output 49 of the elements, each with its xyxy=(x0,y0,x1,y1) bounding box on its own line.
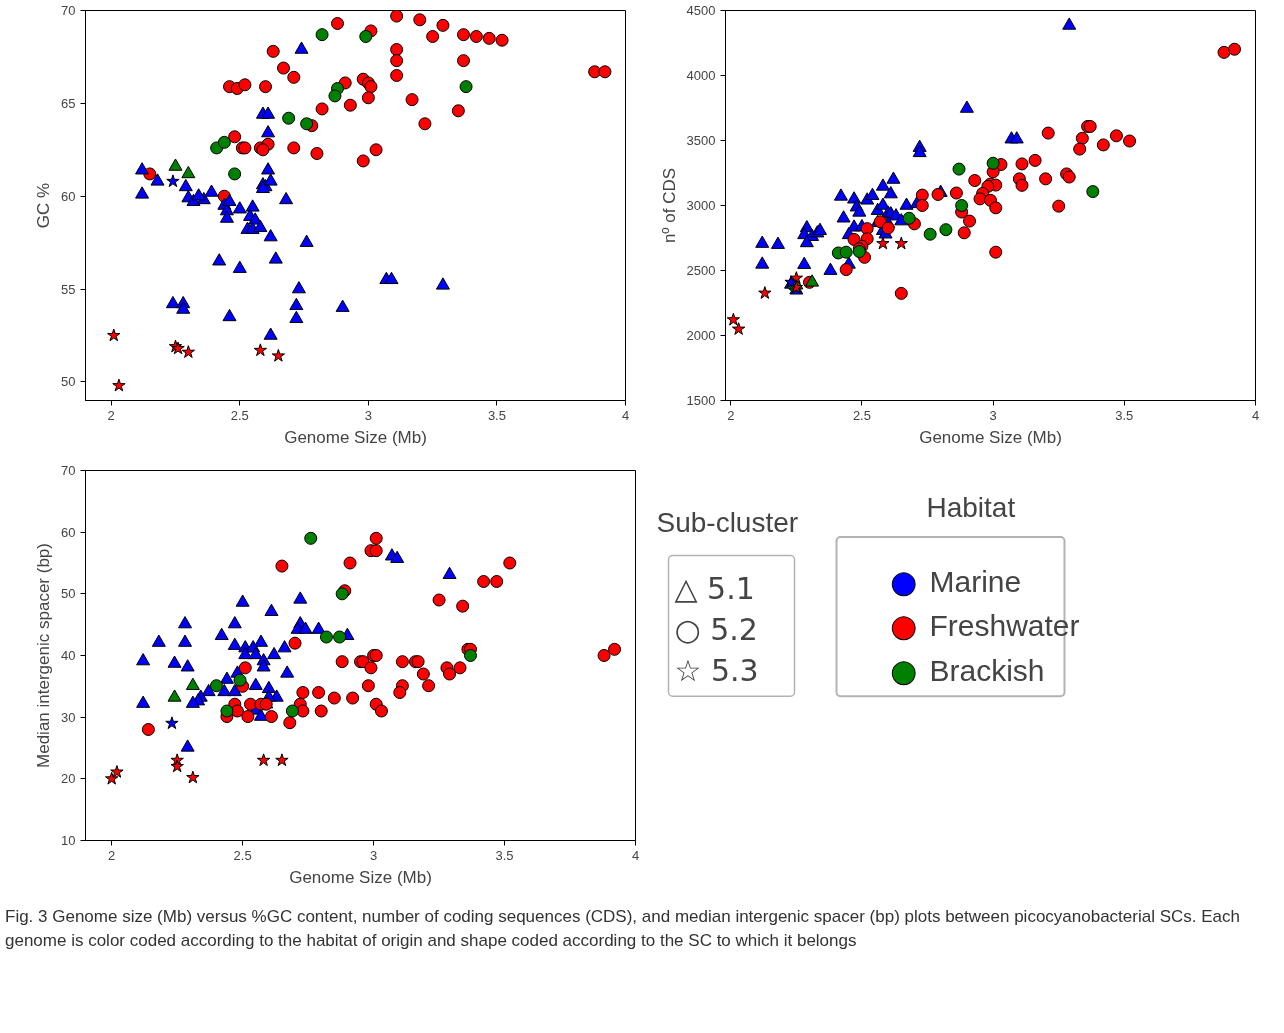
y-tick-label: 60 xyxy=(61,524,76,540)
text: ● Freshwater xyxy=(890,608,1080,644)
x-tick-label: 2.5 xyxy=(233,847,252,863)
y-tick-label: 50 xyxy=(61,586,76,602)
x-tick-label: 3.5 xyxy=(487,407,506,423)
x-axis-title: Genome Size (Mb) xyxy=(284,427,427,447)
y-tick-label: 40 xyxy=(61,648,76,663)
y-tick-label: 70 xyxy=(61,3,76,18)
y-axis-title: nº of CDS xyxy=(659,167,679,244)
x-tick-label: 2 xyxy=(107,407,115,423)
y-tick-label: 2500 xyxy=(686,263,716,278)
x-tick-label: 2 xyxy=(108,847,116,863)
text: ☆ 5.3 xyxy=(674,652,759,688)
x-tick-label: 4 xyxy=(621,407,630,423)
x-tick-label: 2.5 xyxy=(230,407,249,423)
y-tick-label: 10 xyxy=(61,833,76,848)
caption: Fig. 3 Genome size (Mb) versus %GC content, number of coding sequences (CDS), and median intergenic spacer (bp) plots between picocyanobacterial SCs. Each genome is color coded according to the habitat of origin and shape coded according to the SC to which it belongs xyxy=(5,906,1241,953)
y-tick-label: 60 xyxy=(61,188,76,204)
text: ○ 5.2 xyxy=(674,612,758,648)
x-tick-label: 3 xyxy=(989,407,997,423)
x-tick-label: 3.5 xyxy=(495,847,514,863)
y-axis-title: GC % xyxy=(34,182,54,229)
y-tick-label: 2000 xyxy=(686,328,716,343)
y-tick-label: 1500 xyxy=(686,393,716,408)
y-tick-label: 20 xyxy=(61,771,76,787)
x-tick-label: 3.5 xyxy=(1115,407,1134,423)
y-tick-label: 50 xyxy=(61,374,76,390)
y-tick-label: 3500 xyxy=(686,133,716,148)
x-axis-title: Genome Size (Mb) xyxy=(289,867,432,887)
y-tick-label: 4000 xyxy=(686,68,716,83)
y-axis-title: Median intergenic spacer (bp) xyxy=(34,543,54,768)
text: △ 5.1 xyxy=(674,571,755,607)
x-tick-label: 2.5 xyxy=(852,407,871,423)
y-tick-label: 55 xyxy=(61,281,76,297)
y-tick-label: 3000 xyxy=(686,198,716,213)
y-tick-label: 4500 xyxy=(686,3,716,18)
x-tick-label: 4 xyxy=(1251,407,1260,423)
text: Habitat xyxy=(926,492,1016,523)
x-tick-label: 3 xyxy=(364,407,372,423)
text: ● Marine xyxy=(890,564,1022,599)
text: Sub-cluster xyxy=(656,506,799,538)
y-tick-label: 30 xyxy=(61,709,76,725)
y-tick-label: 65 xyxy=(61,95,76,111)
x-tick-label: 3 xyxy=(369,847,378,863)
x-tick-label: 2 xyxy=(727,407,735,423)
text: ● Brackish xyxy=(890,652,1045,688)
x-axis-title: Genome Size (Mb) xyxy=(919,427,1062,447)
y-tick-label: 70 xyxy=(61,463,76,478)
x-tick-label: 4 xyxy=(631,847,640,863)
